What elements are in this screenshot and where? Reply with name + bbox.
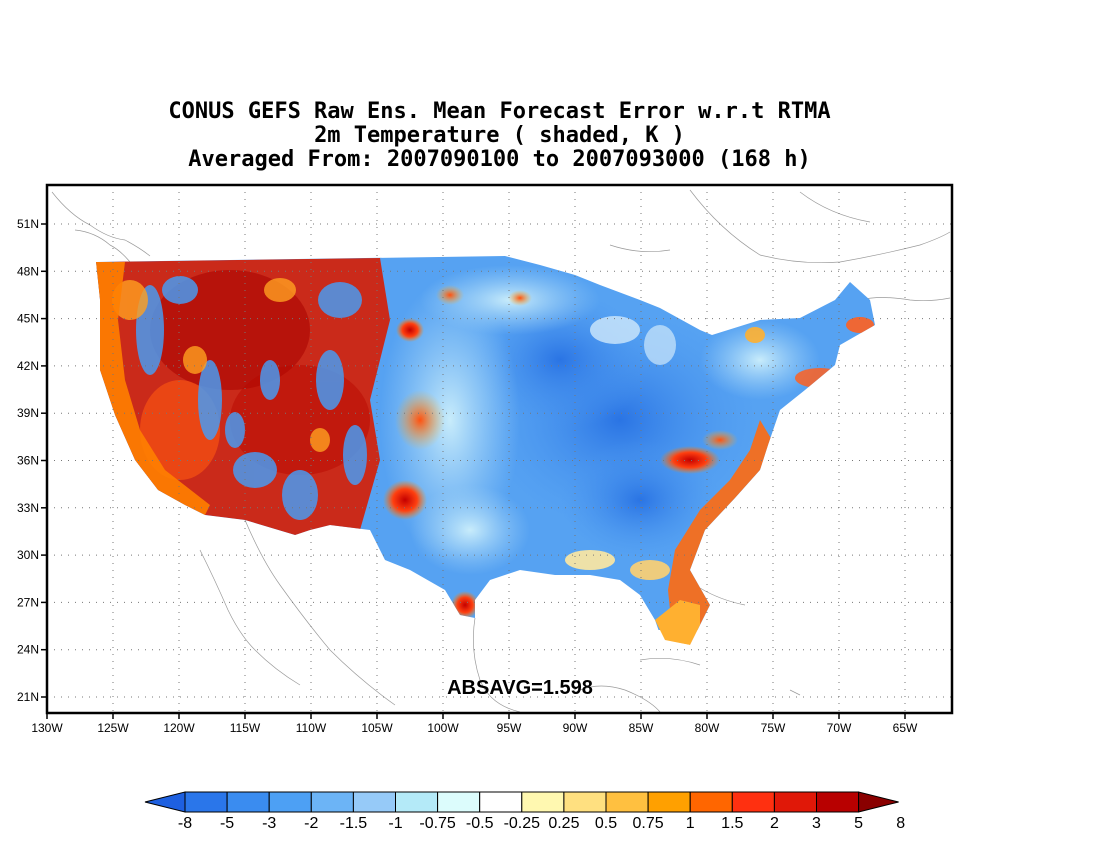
colorbar-arrow-left (144, 791, 186, 813)
lat-tick-label: 27N (17, 595, 39, 609)
lat-tick-label: 33N (17, 501, 39, 515)
lon-tick-label: 105W (361, 721, 393, 735)
lon-tick-label: 110W (296, 721, 327, 735)
colorbar-swatch (310, 791, 354, 813)
colorbar-label: 0.5 (595, 815, 617, 832)
colorbar-label: -0.75 (419, 815, 456, 832)
plot-frame (45, 183, 954, 715)
colorbar-label: -0.5 (466, 815, 494, 832)
lat-tick-label: 30N (17, 548, 39, 562)
colorbar-swatch (521, 791, 565, 813)
temperature-error-field (96, 256, 875, 645)
colorbar-swatch (226, 791, 270, 813)
colorbar-label: 1 (686, 815, 695, 832)
colorbar-label: 3 (812, 815, 821, 832)
lon-tick-label: 65W (893, 721, 918, 735)
title-line-1: CONUS GEFS Raw Ens. Mean Forecast Error … (168, 99, 831, 124)
chart-title: CONUS GEFS Raw Ens. Mean Forecast Error … (47, 100, 952, 172)
colorbar-swatch (773, 791, 818, 813)
colorbar-label: 0.25 (548, 815, 579, 832)
axis-ticks: 130W 125W 120W 115W 110W 105W 100W 95W 90W 85W 80W… (17, 217, 918, 735)
colorbar-label: 1.5 (721, 815, 743, 832)
lon-tick-label: 115W (230, 721, 261, 735)
colorbar-label: 5 (854, 815, 863, 832)
lat-tick-label: 39N (17, 406, 39, 420)
lon-tick-label: 85W (629, 721, 654, 735)
colorbar-swatch (816, 791, 860, 813)
colorbar-swatch (479, 791, 523, 813)
colorbar-label: 0.75 (633, 815, 664, 832)
lat-tick-label: 21N (17, 690, 39, 704)
colorbar-label: -0.25 (504, 815, 541, 832)
colorbar-label: 2 (770, 815, 779, 832)
colorbar-swatch (184, 791, 228, 813)
lat-tick-label: 45N (17, 312, 39, 326)
colorbar-label: -5 (220, 815, 234, 832)
colorbar-swatch (437, 791, 481, 813)
colorbar-label: -1 (388, 815, 402, 832)
colorbar-swatch (731, 791, 775, 813)
lat-tick-label: 24N (17, 643, 39, 657)
colorbar: -8 -5 -3 -2 -1.5 -1 -0.75 -0.5 -0.25 0.25 0.5 0.75 1… (144, 791, 905, 832)
colorbar-swatch (605, 791, 649, 813)
colorbar-swatch (352, 791, 396, 813)
colorbar-label: 8 (896, 815, 905, 832)
colorbar-swatch (268, 791, 312, 813)
lon-tick-label: 130W (31, 721, 63, 735)
lat-tick-label: 51N (17, 217, 39, 231)
lat-tick-label: 48N (17, 264, 39, 278)
colorbar-label: -3 (262, 815, 276, 832)
title-line-2: 2m Temperature ( shaded, K ) (314, 123, 685, 148)
colorbar-label: -1.5 (340, 815, 368, 832)
coastline-outlines (51, 189, 951, 713)
lon-tick-label: 100W (427, 721, 459, 735)
colorbar-swatch (647, 791, 691, 813)
colorbar-swatch (395, 791, 439, 813)
colorbar-label: -2 (304, 815, 318, 832)
lon-tick-label: 120W (163, 721, 195, 735)
lon-tick-label: 95W (497, 721, 522, 735)
lon-tick-label: 125W (97, 721, 129, 735)
lon-tick-label: 90W (563, 721, 588, 735)
colorbar-arrow-right (858, 791, 899, 813)
colorbar-swatch (563, 791, 607, 813)
title-line-3: Averaged From: 2007090100 to 2007093000 … (188, 147, 811, 172)
lon-tick-label: 80W (695, 721, 720, 735)
lat-tick-label: 42N (17, 359, 39, 373)
absavg-annotation: ABSAVG=1.598 (447, 677, 593, 699)
lon-tick-label: 75W (761, 721, 786, 735)
lat-tick-label: 36N (17, 454, 39, 468)
colorbar-swatch (689, 791, 733, 813)
lon-tick-label: 70W (827, 721, 852, 735)
colorbar-label: -8 (178, 815, 192, 832)
